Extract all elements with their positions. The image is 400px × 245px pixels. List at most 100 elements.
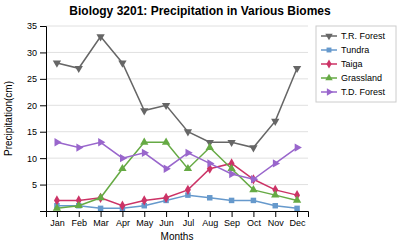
series-point	[142, 149, 149, 157]
x-tick: Feb	[71, 211, 87, 228]
x-tick-mark	[122, 211, 123, 217]
y-tick: 25	[27, 74, 46, 84]
x-tick-mark	[79, 211, 80, 217]
x-axis-line	[47, 212, 309, 218]
legend-label: T.R. Forest	[341, 31, 386, 41]
series-point	[53, 204, 61, 211]
x-tick: Apr	[116, 211, 130, 228]
series-point	[295, 143, 302, 151]
x-tick-mark	[144, 211, 145, 217]
legend-marker	[325, 34, 332, 40]
y-tick-label: 20	[27, 101, 37, 111]
series-point	[186, 149, 193, 157]
x-tick-label: Mar	[93, 218, 109, 228]
legend-marker	[325, 74, 332, 80]
grid-line	[46, 184, 308, 185]
legend-frame	[316, 26, 396, 102]
x-tick-label: Oct	[247, 218, 262, 228]
series-point	[185, 185, 191, 195]
y-tick: 20	[27, 101, 46, 111]
series-point	[118, 61, 126, 68]
series-point	[119, 201, 125, 211]
series-point	[207, 159, 214, 167]
legend-label: Grassland	[341, 73, 382, 83]
x-tick-label: Aug	[202, 218, 218, 228]
series-point	[75, 201, 83, 208]
x-tick-label: Feb	[71, 218, 87, 228]
y-tick-mark	[40, 79, 46, 80]
y-tick-label: 30	[27, 48, 37, 58]
legend: T.R. Forest Tundra Taiga Grassland T.D. Fore…	[316, 26, 396, 102]
y-tick-mark	[40, 185, 46, 186]
series-point	[271, 119, 279, 126]
legend-label: T.D. Forest	[341, 87, 386, 97]
x-tick: Aug	[202, 211, 218, 228]
x-tick-mark	[232, 211, 233, 217]
x-tick-label: Sep	[224, 218, 240, 228]
series-point	[207, 195, 212, 200]
grid-line	[46, 52, 308, 53]
legend-item: Grassland	[321, 73, 382, 83]
series-point	[55, 138, 62, 146]
y-tick-mark	[40, 105, 46, 106]
series-point	[76, 143, 83, 151]
plot: 5101520253035JanFebMarAprMayJunJulAugSep…	[27, 21, 309, 228]
series-line	[57, 163, 297, 205]
y-tick: 5	[32, 180, 46, 190]
series-point	[98, 206, 103, 211]
grid-line	[46, 131, 308, 132]
x-tick-label: Jun	[159, 218, 174, 228]
series-line	[57, 195, 297, 208]
y-tick: 15	[27, 127, 46, 137]
series-point	[141, 195, 147, 205]
x-tick-mark	[253, 211, 254, 217]
x-tick-label: May	[136, 218, 154, 228]
x-tick: Nov	[268, 211, 285, 228]
y-tick: 10	[27, 154, 46, 164]
x-tick: Oct	[247, 211, 262, 228]
series-point	[75, 66, 83, 73]
x-tick-mark	[297, 211, 298, 217]
series-point	[120, 154, 127, 162]
x-tick-label: Dec	[290, 218, 307, 228]
x-tick-label: Nov	[268, 218, 285, 228]
series-point	[96, 34, 104, 41]
legend-label: Taiga	[341, 59, 363, 69]
y-tick-label: 35	[27, 21, 37, 31]
grid-line	[46, 105, 308, 106]
y-axis: 5 10 15 20 25 30 35	[27, 21, 47, 211]
x-tick-mark	[57, 211, 58, 217]
y-tick-mark	[40, 52, 46, 53]
series-line	[57, 142, 297, 208]
grid-line	[46, 78, 308, 79]
series-point	[227, 164, 235, 171]
x-tick-mark	[188, 211, 189, 217]
series-point	[164, 165, 171, 173]
series-point	[53, 61, 61, 68]
series-point	[273, 159, 280, 167]
y-tick: 30	[27, 48, 46, 58]
x-tick: Sep	[224, 211, 240, 228]
x-tick-label: Apr	[116, 218, 130, 228]
series-point	[271, 190, 279, 197]
x-tick: Dec	[290, 211, 307, 228]
y-tick-mark	[40, 132, 46, 133]
y-tick-label: 15	[27, 127, 37, 137]
legend-marker	[326, 59, 331, 68]
series-point	[206, 143, 214, 150]
grid	[46, 26, 308, 185]
x-tick: Mar	[93, 211, 109, 228]
series-point	[229, 170, 236, 178]
x-tick-label: Jan	[50, 218, 65, 228]
series-point	[96, 193, 104, 200]
series-point	[249, 185, 257, 192]
x-tick-mark	[166, 211, 167, 217]
y-tick-label: 25	[27, 74, 37, 84]
marks	[53, 34, 302, 211]
grid-line	[46, 158, 308, 159]
y-tick: 35	[27, 21, 46, 31]
series-point	[162, 103, 170, 110]
legend-label: Tundra	[341, 45, 369, 55]
series-line	[57, 37, 297, 148]
y-axis-line	[40, 27, 47, 212]
